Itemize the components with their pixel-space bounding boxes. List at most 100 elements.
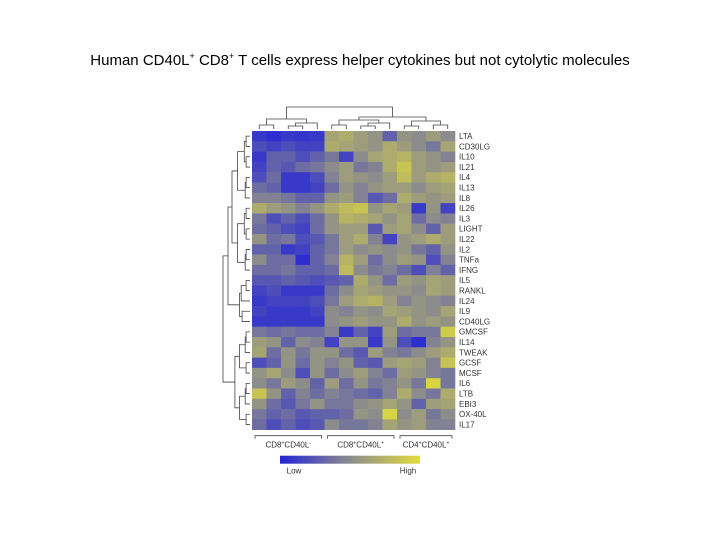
heatmap-cell — [266, 254, 282, 266]
heatmap-cell — [440, 378, 456, 389]
group-label-text: CD4 — [403, 441, 420, 450]
heatmap-cell — [281, 192, 296, 204]
heatmap-cell — [310, 264, 325, 276]
heatmap-cell — [353, 378, 369, 389]
heatmap-cell — [295, 316, 311, 327]
heatmap-cell — [440, 254, 456, 266]
heatmap-cell — [252, 295, 267, 307]
heatmap-cell — [397, 419, 412, 430]
heatmap-cell — [440, 367, 456, 379]
heatmap-cell — [339, 131, 354, 142]
heatmap-cell — [295, 264, 311, 276]
heatmap-cell — [310, 326, 325, 338]
heatmap-cell — [310, 223, 325, 235]
heatmap-cell — [440, 264, 456, 276]
heatmap-cell — [252, 151, 267, 163]
heatmap-cell — [339, 151, 354, 163]
heatmap-cell — [440, 316, 456, 327]
heatmap-cell — [324, 203, 340, 214]
heatmap-cell — [339, 306, 354, 317]
heatmap-cell — [426, 151, 441, 163]
heatmap-cell — [281, 295, 296, 307]
heatmap-cell — [368, 213, 383, 224]
heatmap-cell — [411, 378, 427, 389]
heatmap-cell — [266, 275, 282, 286]
heatmap-cell — [339, 337, 354, 348]
row-label: IL22 — [459, 235, 475, 244]
heatmap-cell — [252, 316, 267, 327]
heatmap-cell — [353, 295, 369, 307]
heatmap-cell — [295, 223, 311, 235]
heatmap-cell — [324, 409, 340, 420]
heatmap-cell — [411, 357, 427, 369]
heatmap-cell — [281, 244, 296, 255]
heatmap-cell — [426, 357, 441, 369]
dendrogram-branch — [245, 362, 250, 374]
row-label: IL9 — [459, 307, 471, 316]
heatmap-cell — [368, 141, 383, 152]
heatmap-cell — [252, 203, 267, 214]
heatmap-cell — [252, 223, 267, 235]
heatmap-cell — [252, 378, 267, 389]
row-label: IL3 — [459, 214, 471, 223]
heatmap-cell — [252, 409, 267, 420]
heatmap-cell — [411, 182, 427, 194]
heatmap-cell — [266, 192, 282, 204]
heatmap-cell — [440, 337, 456, 348]
heatmap-cell — [339, 161, 354, 173]
dendrogram-branch — [331, 124, 347, 129]
heatmap-cell — [353, 223, 369, 235]
heatmap-cell — [411, 316, 427, 327]
heatmap-cell — [339, 398, 354, 410]
heatmap-cell — [266, 357, 282, 369]
heatmap-cell — [266, 398, 282, 410]
heatmap-cell — [382, 326, 398, 338]
heatmap-cell — [353, 254, 369, 266]
row-label: LTA — [459, 132, 473, 141]
heatmap-cell — [324, 161, 340, 173]
heatmap-cell — [426, 306, 441, 317]
heatmap-cell — [353, 141, 369, 152]
heatmap-cell — [295, 357, 311, 369]
group-bracket — [399, 435, 453, 439]
heatmap-cell — [353, 367, 369, 379]
heatmap-cell — [339, 234, 354, 245]
heatmap-cell — [339, 347, 354, 358]
heatmap-cell — [426, 223, 441, 235]
heatmap-cell — [310, 254, 325, 266]
heatmap-cell — [353, 213, 369, 224]
heatmap-cell — [426, 388, 441, 400]
heatmap-cell — [339, 316, 354, 327]
group-label-text: CD8 — [265, 441, 282, 450]
heatmap-cell — [324, 285, 340, 297]
heatmap-cell — [426, 254, 441, 266]
heatmap-cell — [411, 161, 427, 173]
heatmap-cell — [339, 285, 354, 297]
heatmap-cell — [281, 172, 296, 183]
heatmap-cell — [324, 347, 340, 358]
heatmap-cell — [411, 409, 427, 420]
heatmap-cell — [382, 347, 398, 358]
heatmap-cell — [252, 285, 267, 297]
heatmap-cell — [440, 223, 456, 235]
title-superscript: + — [228, 51, 235, 61]
heatmap-cell — [411, 326, 427, 338]
heatmap-cell — [324, 264, 340, 276]
group-label-superscript: - — [309, 441, 311, 447]
heatmap-cell — [252, 141, 267, 152]
heatmap-cell — [310, 337, 325, 348]
heatmap-cell — [252, 306, 267, 317]
heatmap-cell — [339, 388, 354, 400]
heatmap-cell — [310, 357, 325, 369]
heatmap-cell — [411, 285, 427, 297]
heatmap-cell — [397, 172, 412, 183]
heatmap-cell — [368, 131, 383, 142]
group-label-text: CD40L — [356, 441, 381, 450]
heatmap-cell — [295, 244, 311, 255]
heatmap-cell — [266, 161, 282, 173]
heatmap-cell — [324, 337, 340, 348]
heatmap-cell — [440, 203, 456, 214]
heatmap-cell — [411, 264, 427, 276]
heatmap-cell — [440, 357, 456, 369]
heatmap-cell — [295, 306, 311, 317]
